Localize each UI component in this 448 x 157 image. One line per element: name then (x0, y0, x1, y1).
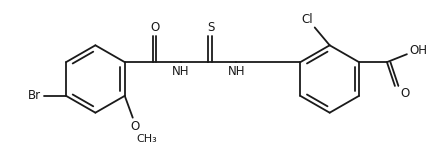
Text: NH: NH (172, 65, 190, 78)
Text: NH: NH (228, 65, 245, 78)
Text: CH₃: CH₃ (136, 134, 157, 144)
Text: S: S (207, 21, 214, 34)
Text: Cl: Cl (301, 13, 313, 26)
Text: Br: Br (28, 89, 41, 102)
Text: O: O (150, 21, 159, 34)
Text: O: O (400, 87, 409, 100)
Text: OH: OH (410, 44, 428, 57)
Text: O: O (130, 120, 139, 133)
